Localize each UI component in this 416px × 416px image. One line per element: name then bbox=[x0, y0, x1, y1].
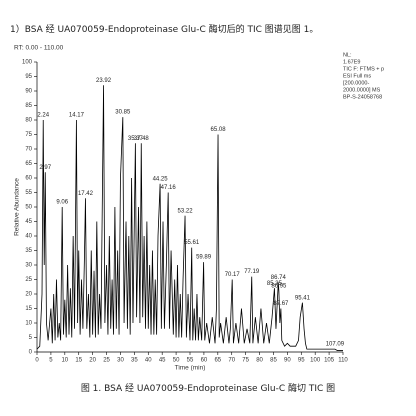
x-tick-label: 25 bbox=[103, 358, 110, 364]
peak-label: 86.95 bbox=[271, 284, 287, 290]
y-tick-label: 55 bbox=[25, 190, 32, 196]
x-tick-label: 50 bbox=[173, 358, 180, 364]
x-tick-label: 15 bbox=[75, 358, 82, 364]
peak-label: 55.61 bbox=[184, 240, 200, 246]
y-tick-label: 75 bbox=[25, 132, 32, 138]
info-line: [200.0000- bbox=[343, 80, 369, 86]
range-text: RT: 0.00 - 110.00 bbox=[14, 45, 64, 52]
x-tick-label: 90 bbox=[284, 358, 291, 364]
x-axis-label: Time (min) bbox=[175, 365, 206, 372]
x-tick-label: 75 bbox=[242, 358, 249, 364]
info-line: 1.67E9 bbox=[343, 59, 360, 65]
caption: 图 1. BSA 经 UA070059-Endoproteinase Glu-C… bbox=[80, 384, 336, 394]
chart: RT: 0.00 - 110.00 Relative Abundance Tim… bbox=[14, 45, 384, 372]
y-tick-label: 45 bbox=[25, 219, 32, 225]
peak-label: 47.16 bbox=[161, 185, 177, 191]
y-tick-label: 80 bbox=[25, 118, 32, 124]
x-tick-label: 30 bbox=[117, 358, 124, 364]
trace-line bbox=[36, 85, 343, 351]
peak-label: 95.41 bbox=[295, 295, 311, 301]
peak-label: 44.25 bbox=[153, 176, 169, 182]
x-tick-label: 95 bbox=[298, 358, 305, 364]
x-tick-label: 80 bbox=[256, 358, 263, 364]
x-tick-label: 105 bbox=[324, 358, 335, 364]
x-tick-label: 70 bbox=[228, 358, 235, 364]
x-tick-label: 100 bbox=[310, 358, 321, 364]
x-tick-label: 85 bbox=[270, 358, 277, 364]
y-axis-label: Relative Abundance bbox=[14, 178, 21, 236]
y-tick-label: 20 bbox=[25, 292, 32, 298]
info-line: ESI Full ms bbox=[343, 73, 371, 79]
x-tick-label: 10 bbox=[61, 358, 68, 364]
peak-label: 77.19 bbox=[244, 269, 260, 275]
y-tick-label: 30 bbox=[25, 263, 32, 269]
y-tick-label: 100 bbox=[22, 60, 33, 66]
peak-label: 37.48 bbox=[134, 136, 150, 142]
x-tick-label: 65 bbox=[214, 358, 221, 364]
y-tick-label: 95 bbox=[25, 74, 32, 80]
peak-label: 107.09 bbox=[326, 342, 345, 348]
peak-label: 35.37 bbox=[128, 136, 144, 142]
y-tick-label: 5 bbox=[29, 335, 33, 341]
peak-label: 2.97 bbox=[39, 165, 51, 171]
x-tick-label: 20 bbox=[89, 358, 96, 364]
peak-label: 85.35 bbox=[267, 281, 283, 287]
info-line: 2000.0000] MS bbox=[343, 87, 381, 93]
peak-label: 65.08 bbox=[211, 127, 227, 133]
y-tick-label: 70 bbox=[25, 147, 32, 153]
x-tick-label: 60 bbox=[201, 358, 208, 364]
peak-label: 14.17 bbox=[69, 113, 85, 119]
x-tick-label: 5 bbox=[49, 358, 53, 364]
y-tick-label: 40 bbox=[25, 234, 32, 240]
x-tick-label: 55 bbox=[187, 358, 194, 364]
peak-label: 86.74 bbox=[271, 275, 287, 281]
y-tick-label: 60 bbox=[25, 176, 32, 182]
peak-label: 9.06 bbox=[56, 200, 68, 206]
y-tick-label: 65 bbox=[25, 161, 32, 167]
y-tick-label: 0 bbox=[29, 350, 33, 356]
y-tick-label: 85 bbox=[25, 103, 32, 109]
info-line: BP-S-24058768 bbox=[343, 94, 382, 100]
y-tick-label: 10 bbox=[25, 321, 32, 327]
y-tick-label: 25 bbox=[25, 277, 32, 283]
peak-label: 87.67 bbox=[273, 301, 289, 307]
peak-label: 23.92 bbox=[96, 78, 112, 84]
peak-label: 2.24 bbox=[37, 113, 49, 119]
x-tick-label: 0 bbox=[35, 358, 39, 364]
peak-label: 17.42 bbox=[78, 191, 94, 197]
peak-label: 70.17 bbox=[225, 272, 241, 278]
y-tick-label: 50 bbox=[25, 205, 32, 211]
x-tick-label: 45 bbox=[159, 358, 166, 364]
y-tick-label: 90 bbox=[25, 89, 32, 95]
peak-label: 53.22 bbox=[178, 208, 194, 214]
y-tick-label: 15 bbox=[25, 306, 32, 312]
peak-label: 30.85 bbox=[115, 110, 131, 116]
info-line: NL: bbox=[343, 52, 352, 58]
x-tick-label: 110 bbox=[338, 358, 348, 364]
info-line: TIC F: FTMS + p bbox=[343, 66, 384, 72]
y-tick-label: 35 bbox=[25, 248, 32, 254]
x-tick-label: 35 bbox=[131, 358, 138, 364]
peak-label: 59.89 bbox=[196, 255, 212, 261]
x-tick-label: 40 bbox=[145, 358, 152, 364]
header: 1）BSA 经 UA070059-Endoproteinase Glu-C 酶切… bbox=[10, 25, 319, 35]
